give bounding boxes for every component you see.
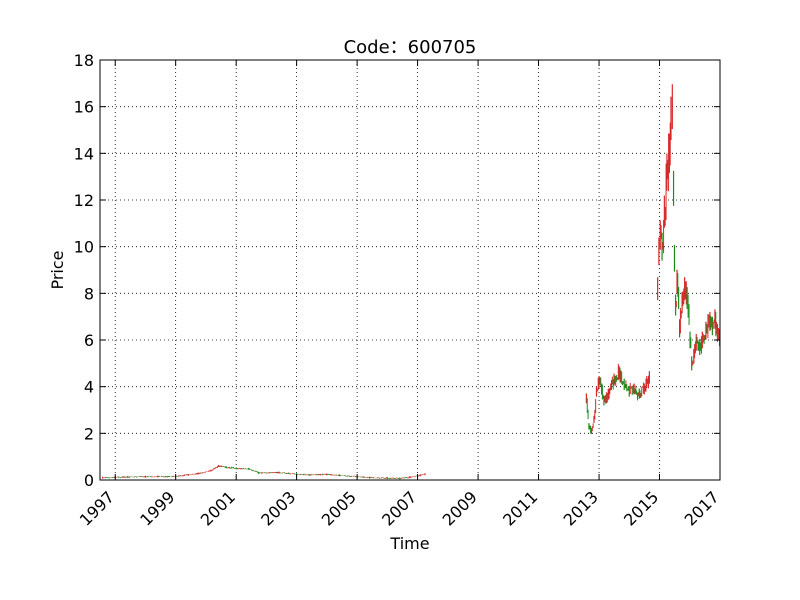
y-tick-label: 12 bbox=[74, 191, 94, 210]
y-tick-label: 14 bbox=[74, 144, 94, 163]
chart-title: Code：600705 bbox=[344, 37, 477, 58]
plot-frame bbox=[99, 59, 721, 481]
y-tick-label: 6 bbox=[84, 331, 94, 350]
y-tick-label: 16 bbox=[74, 98, 94, 117]
y-axis-label: Price bbox=[48, 250, 67, 289]
x-axis-label: Time bbox=[389, 534, 429, 553]
y-tick-label: 10 bbox=[74, 238, 94, 257]
y-tick-label: 2 bbox=[84, 424, 94, 443]
y-tick-label: 8 bbox=[84, 284, 94, 303]
y-tick-label: 4 bbox=[84, 378, 94, 397]
candlestick-series bbox=[101, 84, 721, 480]
y-tick-label: 18 bbox=[74, 51, 94, 70]
grid-lines bbox=[100, 60, 720, 480]
y-tick-label: 0 bbox=[84, 471, 94, 490]
